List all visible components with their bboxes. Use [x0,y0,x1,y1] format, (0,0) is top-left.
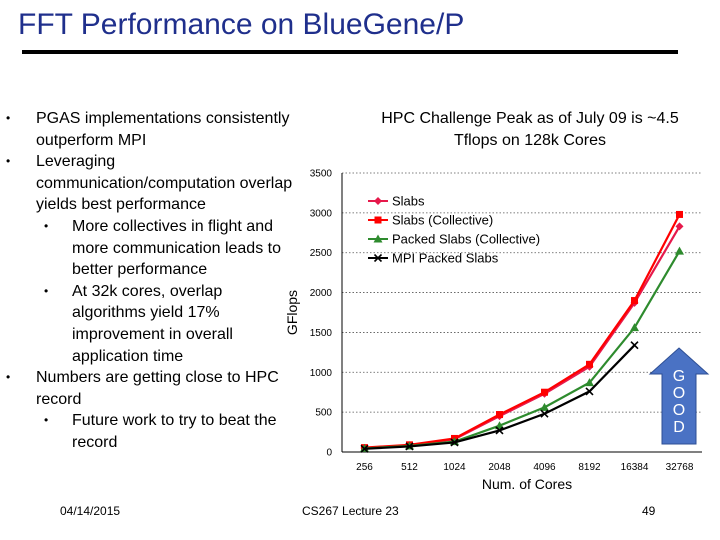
y-tick-label: 2000 [310,288,333,299]
data-point [631,297,638,305]
data-point [586,360,593,368]
series-line [364,250,681,450]
data-point [450,438,459,447]
data-point [675,222,684,231]
footer-date: 04/14/2015 [60,504,121,518]
bullet-text: Leveraging communication/computation ove… [36,153,293,214]
legend-entry: Slabs [392,194,425,209]
data-point [585,378,594,387]
y-axis-label: GFlops [284,290,300,335]
legend-swatch-marker [374,197,382,205]
y-tick-label: 2500 [310,248,333,259]
data-point [496,411,503,419]
y-tick-label: 3500 [310,169,333,180]
data-point [495,426,504,435]
bullet-dot: • [44,283,49,298]
legend-entry: MPI Packed Slabs [392,251,499,266]
sub-bullet-text: At 32k cores, overlap algorithms yield 1… [72,282,233,365]
x-tick-label: 4096 [533,462,556,473]
data-point [540,402,549,411]
x-tick-label: 2048 [488,462,511,473]
page-title: FFT Performance on BlueGene/P [18,8,465,41]
legend-entry: Packed Slabs (Collective) [392,232,540,247]
data-point [630,323,639,332]
bullet-dot: • [6,154,11,169]
title-underline [22,50,678,54]
good-arrow-icon [648,347,710,445]
y-tick-label: 3000 [310,208,333,219]
data-point [405,442,414,451]
chart-annotation: HPC Challenge Peak as of July 09 is ~4.5… [381,110,679,149]
bullet-dot: • [44,413,49,428]
y-tick-label: 1500 [310,328,333,339]
good-badge-letter: O [673,385,685,402]
legend-swatch-marker [374,216,382,224]
sub-bullet-item: • At 32k cores, overlap algorithms yield… [6,281,296,367]
legend-swatch-marker [373,234,383,243]
data-point [360,444,369,453]
bullet-dot: • [6,111,11,125]
x-axis-label: Num. of Cores [482,476,572,492]
sub-bullet-item: • More collectives in flight and more co… [6,216,296,281]
bullet-text: Numbers are getting close to HPC record [36,369,279,408]
good-badge-letter: G [673,368,685,385]
x-tick-label: 256 [356,462,373,473]
data-point [675,246,684,255]
bullet-item: • PGAS implementations consistently outp… [6,108,296,151]
bullet-item: • Leveraging communication/computation o… [6,151,296,216]
data-point [585,387,594,396]
y-tick-label: 1000 [310,368,333,379]
x-tick-label: 16384 [621,462,649,473]
good-badge-letter: O [673,402,685,419]
x-tick-label: 1024 [443,462,466,473]
data-point [676,210,683,218]
sub-bullet-text: More collectives in flight and more comm… [72,217,281,279]
bullet-text: PGAS implementations consistently outper… [36,110,290,149]
sub-bullet-item: • Future work to try to beat the record [6,410,296,453]
x-tick-label: 32768 [666,462,694,473]
good-badge-letter: D [673,419,685,436]
bullet-item: • Numbers are getting close to HPC recor… [6,367,296,410]
footer-course: CS267 Lecture 23 [302,504,399,518]
sub-bullet-text: Future work to try to beat the record [72,412,277,451]
data-point [541,388,548,396]
x-tick-label: 512 [401,462,418,473]
y-tick-label: 0 [326,448,332,459]
bullet-dot: • [6,370,11,385]
y-tick-label: 500 [315,408,332,419]
data-point [540,409,549,418]
legend-entry: Slabs (Collective) [392,213,493,228]
bullet-list: • PGAS implementations consistently outp… [6,108,296,454]
legend-swatch-marker [373,253,383,263]
data-point [630,341,639,350]
series-line [364,213,681,449]
footer-page-number: 49 [642,504,656,518]
x-tick-label: 8192 [578,462,601,473]
bullet-dot: • [44,218,49,233]
